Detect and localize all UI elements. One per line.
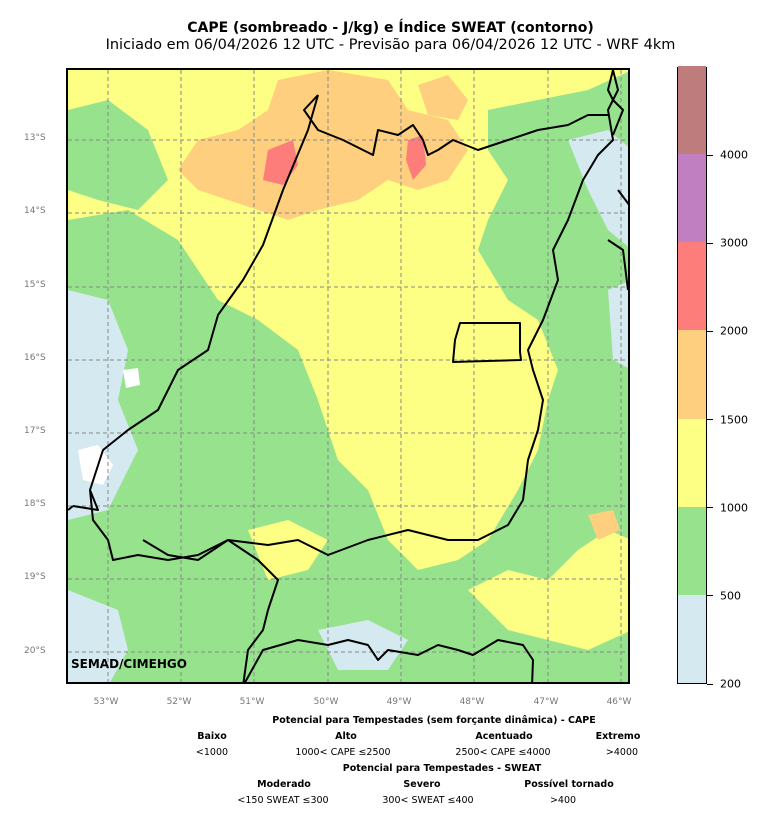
lon-label: 52°W [166,697,192,707]
lat-label: 19°S [24,572,46,582]
map-panel [66,68,630,684]
lat-label: 13°S [24,133,46,143]
cape-below-200-spot [78,445,113,485]
state-borders [68,70,628,682]
sweat-cat-name: Possível tornado [524,779,614,790]
cape-field [68,70,628,682]
cape-200-500-area-s [318,620,408,670]
lat-label: 20°S [24,646,46,656]
colorbar-segment [678,594,706,683]
colorbar-tick-label: 200 [720,677,741,691]
colorbar-segment [678,66,706,155]
sweat-cat-range: <150 SWEAT ≤300 [237,795,329,806]
lon-label: 50°W [313,697,339,707]
colorbar-segment [678,154,706,243]
df-border [452,322,522,363]
lon-label: 49°W [386,697,412,707]
colorbar-tick [707,154,713,156]
map-subtitle: Iniciado em 06/04/2026 12 UTC - Previsão… [105,37,676,53]
colorbar-tick-label: 3000 [720,236,748,250]
colorbar-tick [707,330,713,332]
cape-500-1000-area-west [68,100,168,210]
cape-below-200-spot-2 [123,368,140,388]
cape-cat-range: 1000< CAPE ≤2500 [295,747,391,758]
colorbar-tick [707,419,713,421]
cape-1500-2000-area [178,70,468,220]
colorbar-tick-label: 2000 [720,324,748,338]
cape-cat-name: Baixo [197,731,227,742]
cape-1500-2000-area-se [588,510,620,540]
cape-cat-range: >4000 [605,747,639,758]
lon-label: 53°W [93,697,119,707]
cape-cat-name: Acentuado [475,731,533,742]
lat-label: 14°S [24,206,46,216]
colorbar-segment [678,330,706,419]
minas-border [244,639,534,682]
ne-spur [607,70,628,291]
lon-label: 48°W [459,697,485,707]
sweat-cat-name: Severo [403,779,441,790]
bahia-border [303,94,608,156]
lat-label: 18°S [24,499,46,509]
colorbar-tick [707,595,713,597]
cape-200-500-area-sw [68,590,128,682]
cape-500-1000-area [68,101,628,682]
cape-cat-range: 2500< CAPE ≤4000 [455,747,551,758]
goias-border [72,70,619,561]
map-title: CAPE (sombreado - J/kg) e Índice SWEAT (… [187,20,594,36]
colorbar-tick-label: 4000 [720,148,748,162]
lat-label: 17°S [24,426,46,436]
colorbar-tick [707,242,713,244]
colorbar-tick-label: 1500 [720,413,748,427]
colorbar-tick [707,507,713,509]
cape-1500-2000-area-2 [418,75,468,120]
cape-cat-name: Alto [335,731,357,742]
cape-1000-1500-patch [318,370,478,540]
sweat-cat-range: >400 [549,795,577,806]
colorbar-tick [707,683,713,685]
ms-border [68,505,279,682]
sweat-cat-range: 300< SWEAT ≤400 [382,795,474,806]
colorbar [677,66,707,684]
colorbar-tick-label: 500 [720,589,741,603]
colorbar-segment [678,418,706,507]
colorbar-segment [678,242,706,331]
cape-1000-1500-patch-mid [248,520,328,580]
colorbar-segment [678,506,706,595]
cape-cat-name: Extremo [595,731,641,742]
lon-label: 51°W [239,697,265,707]
cape-200-500-area-ne [568,130,628,247]
lat-label: 15°S [24,280,46,290]
sweat-cat-name: Moderado [257,779,311,790]
cape-200-500-area-e [608,281,628,368]
lon-label: 47°W [533,697,559,707]
cape-legend-title: Potencial para Tempestades (sem forçante… [272,715,596,726]
lat-label: 16°S [24,353,46,363]
graticule [68,70,628,682]
sweat-legend-title: Potencial para Tempestades - SWEAT [342,763,542,774]
cape-2000-3000-spot-2 [406,135,426,180]
lon-label: 46°W [606,697,632,707]
credit-label: SEMAD/CIMEHGO [71,657,187,671]
colorbar-tick-label: 1000 [720,501,748,515]
cape-cat-range: <1000 [195,747,229,758]
